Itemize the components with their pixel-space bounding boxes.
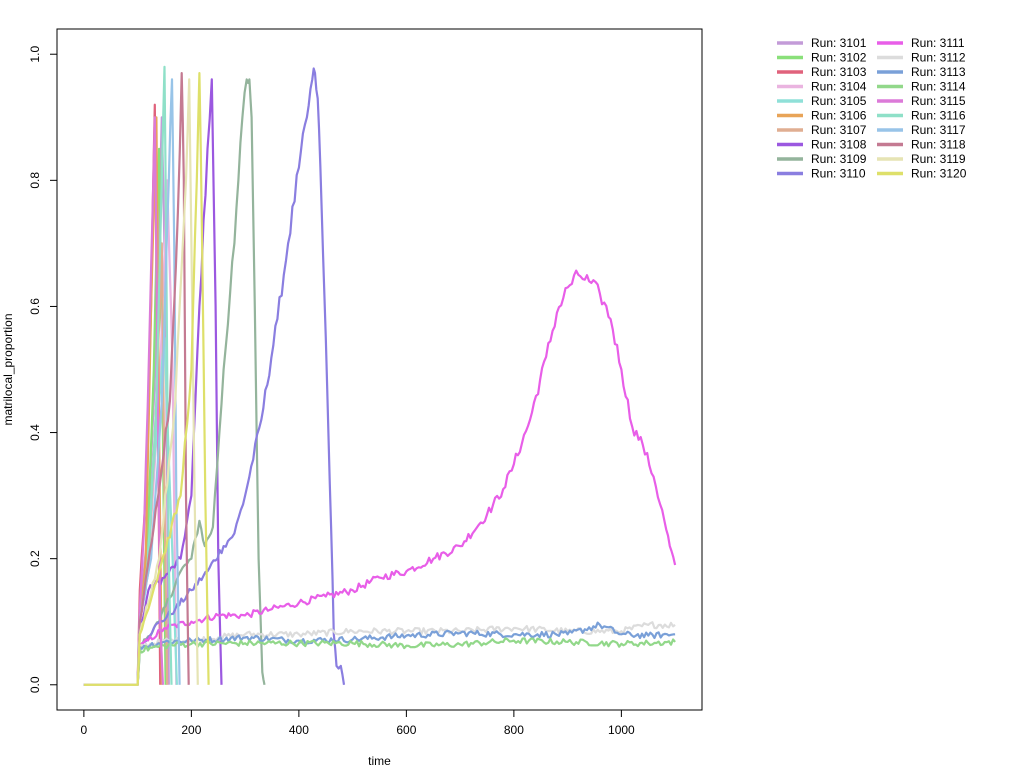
legend-item: Run: 3102 — [777, 51, 867, 65]
legend-label: Run: 3105 — [811, 94, 867, 108]
legend-label: Run: 3113 — [911, 65, 966, 79]
y-axis: 0.0 0.2 0.4 0.6 0.8 1.0 — [28, 46, 58, 693]
legend-label: Run: 3107 — [811, 123, 867, 137]
x-axis-label: time — [368, 754, 391, 768]
legend-item: Run: 3117 — [877, 123, 966, 137]
legend-label: Run: 3106 — [811, 109, 867, 123]
legend-label: Run: 3116 — [911, 109, 966, 123]
legend-item: Run: 3103 — [777, 65, 867, 79]
series-line-13 — [83, 621, 676, 686]
y-tick-label: 0.4 — [28, 424, 42, 441]
legend-item: Run: 3112 — [877, 51, 966, 65]
legend-label: Run: 3103 — [811, 65, 867, 79]
y-tick-label: 0.8 — [28, 172, 42, 189]
y-tick-label: 0.2 — [28, 550, 42, 567]
legend-item: Run: 3106 — [777, 109, 867, 123]
legend-label: Run: 3114 — [911, 80, 966, 94]
series-line-11 — [83, 269, 677, 686]
legend-item: Run: 3118 — [877, 138, 966, 152]
x-tick-label: 800 — [504, 723, 524, 737]
series-line-20 — [83, 72, 210, 686]
series-layer — [83, 65, 677, 686]
legend-item: Run: 3110 — [777, 167, 866, 181]
y-tick-label: 1.0 — [28, 46, 42, 63]
legend-item: Run: 3107 — [777, 123, 867, 137]
legend-label: Run: 3104 — [811, 80, 867, 94]
legend-item: Run: 3119 — [877, 152, 966, 166]
x-tick-label: 600 — [396, 723, 416, 737]
legend-item: Run: 3116 — [877, 109, 966, 123]
legend-item: Run: 3115 — [877, 94, 966, 108]
legend-label: Run: 3115 — [911, 94, 966, 108]
legend-label: Run: 3101 — [811, 36, 867, 50]
legend-item: Run: 3113 — [877, 65, 966, 79]
legend-label: Run: 3118 — [911, 138, 966, 152]
x-axis: 0 200 400 600 800 1000 — [81, 709, 635, 737]
legend-label: Run: 3117 — [911, 123, 966, 137]
legend-item: Run: 3120 — [877, 167, 967, 181]
legend-label: Run: 3102 — [811, 51, 867, 65]
legend-label: Run: 3108 — [811, 138, 867, 152]
legend-label: Run: 3110 — [811, 167, 866, 181]
legend-item: Run: 3109 — [777, 152, 867, 166]
legend-label: Run: 3112 — [911, 51, 966, 65]
legend-item: Run: 3105 — [777, 94, 867, 108]
legend-item: Run: 3111 — [877, 36, 965, 50]
y-tick-label: 0.0 — [28, 676, 42, 693]
legend-item: Run: 3114 — [877, 80, 966, 94]
y-axis-label: matrilocal_proportion — [1, 313, 15, 425]
legend-item: Run: 3101 — [777, 36, 867, 50]
legend-label: Run: 3109 — [811, 152, 867, 166]
legend-label: Run: 3119 — [911, 152, 966, 166]
x-tick-label: 200 — [181, 723, 201, 737]
x-tick-label: 1000 — [608, 723, 635, 737]
legend-label: Run: 3111 — [911, 36, 965, 50]
legend-item: Run: 3108 — [777, 138, 867, 152]
x-tick-label: 400 — [289, 723, 309, 737]
legend-item: Run: 3104 — [777, 80, 867, 94]
x-tick-label: 0 — [81, 723, 88, 737]
y-tick-label: 0.6 — [28, 298, 42, 315]
legend-label: Run: 3120 — [911, 167, 967, 181]
